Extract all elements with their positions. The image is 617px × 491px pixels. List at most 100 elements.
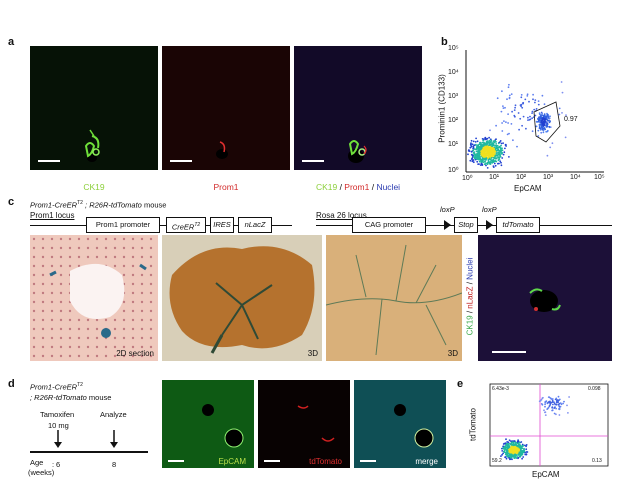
flow-event (500, 455, 502, 457)
flow-event (508, 457, 510, 459)
flow-event (501, 450, 504, 452)
flow-event (496, 154, 499, 157)
merge-c-stain (529, 288, 561, 312)
flow-event (504, 106, 506, 109)
flow-event (471, 160, 474, 162)
flow-event (540, 116, 543, 119)
creer-text: CreER (171, 222, 195, 232)
caption-merge-sep2: / (369, 182, 377, 192)
flow-event (541, 123, 544, 126)
flow-event (516, 452, 518, 455)
side-nuclei: Nuclei (465, 257, 475, 280)
flow-event (526, 93, 529, 96)
flow-event (500, 144, 502, 147)
flow-event (495, 124, 497, 127)
flow-event (491, 159, 494, 161)
flow-event (512, 447, 515, 450)
q-bottom-right: 0.13 (592, 458, 602, 464)
flow-event (529, 115, 531, 118)
flow-event (479, 159, 482, 161)
flow-event (522, 456, 525, 458)
flow-event (551, 406, 554, 409)
prom1-promoter-box: Prom1 promoter (86, 217, 160, 233)
flow-event (484, 145, 486, 148)
flow-event (534, 101, 536, 104)
creer-sup: T2 (194, 222, 201, 228)
flow-event (480, 162, 483, 165)
caption-epcam: EpCAM (218, 457, 246, 466)
flow-event (544, 403, 546, 406)
flow-event (484, 150, 487, 153)
flow-event (488, 149, 490, 152)
flow-event (500, 150, 503, 152)
flow-event (548, 396, 551, 399)
flow-event (502, 446, 505, 449)
flow-event (559, 402, 562, 404)
flow-event (518, 128, 520, 131)
y-tick-2: 10² (448, 117, 459, 124)
flow-event (513, 450, 516, 453)
flow-event (548, 119, 550, 122)
flow-event (471, 143, 474, 146)
flow-event (486, 163, 489, 166)
flow-event (532, 93, 534, 96)
flow-event (473, 144, 476, 147)
mouse-title-c-italic: Prom1-CreER (30, 200, 78, 210)
flow-event (523, 448, 525, 451)
flow-event (519, 117, 522, 120)
y-tick-1: 10¹ (448, 141, 459, 148)
flow-event (548, 401, 551, 404)
flow-event (503, 120, 505, 122)
flow-event (537, 103, 540, 106)
flow-event (546, 124, 549, 127)
flow-event (549, 126, 552, 128)
flow-event (510, 93, 513, 95)
flow-event (568, 396, 570, 398)
caption-merge-sep1: / (337, 182, 345, 192)
flow-event (519, 455, 522, 458)
flow-event (511, 441, 514, 444)
caption-merge-prom1: Prom1 (344, 182, 370, 192)
panel-label-d: d (8, 378, 15, 390)
flow-event (497, 162, 499, 165)
flow-event (539, 121, 541, 124)
flow-event (517, 443, 520, 446)
flow-event (488, 154, 491, 157)
flow-event (511, 458, 513, 461)
flow-event (501, 90, 503, 93)
timeline (30, 430, 148, 453)
flow-event (503, 450, 506, 452)
flow-event (468, 150, 471, 152)
flow-event (510, 443, 513, 446)
flow-event (492, 142, 495, 145)
flow-event (494, 164, 497, 167)
flow-event (492, 161, 495, 163)
flow-event (479, 148, 482, 151)
flow-event (520, 94, 523, 96)
flow-event (484, 161, 486, 163)
flow-event (490, 147, 492, 150)
flow-plot-e-svg (489, 383, 609, 467)
y-tick-4: 10⁴ (448, 69, 459, 76)
3d-whole-image: 3D (162, 235, 322, 361)
flow-event (538, 116, 541, 119)
flow-event (500, 151, 503, 154)
flow-event (504, 143, 507, 146)
flow-event (491, 150, 494, 153)
flow-event (521, 447, 524, 450)
caption-merge-a: CK19 / Prom1 / Nuclei (294, 182, 422, 192)
flow-event (525, 444, 528, 446)
flow-event (486, 149, 489, 152)
caption-tdtomato: tdTomato (309, 457, 342, 466)
loxp2-arrow (486, 220, 493, 230)
2d-section-image: 2D section (30, 235, 158, 361)
flow-event (491, 161, 493, 164)
flow-event (559, 405, 562, 408)
flow-event (528, 118, 531, 121)
loxp2-label: loxP (482, 205, 497, 214)
flow-event (508, 83, 510, 86)
flow-event (501, 157, 504, 159)
flow-event (507, 441, 510, 444)
caption-merge-d: merge (415, 457, 438, 466)
flow-event (501, 122, 503, 124)
